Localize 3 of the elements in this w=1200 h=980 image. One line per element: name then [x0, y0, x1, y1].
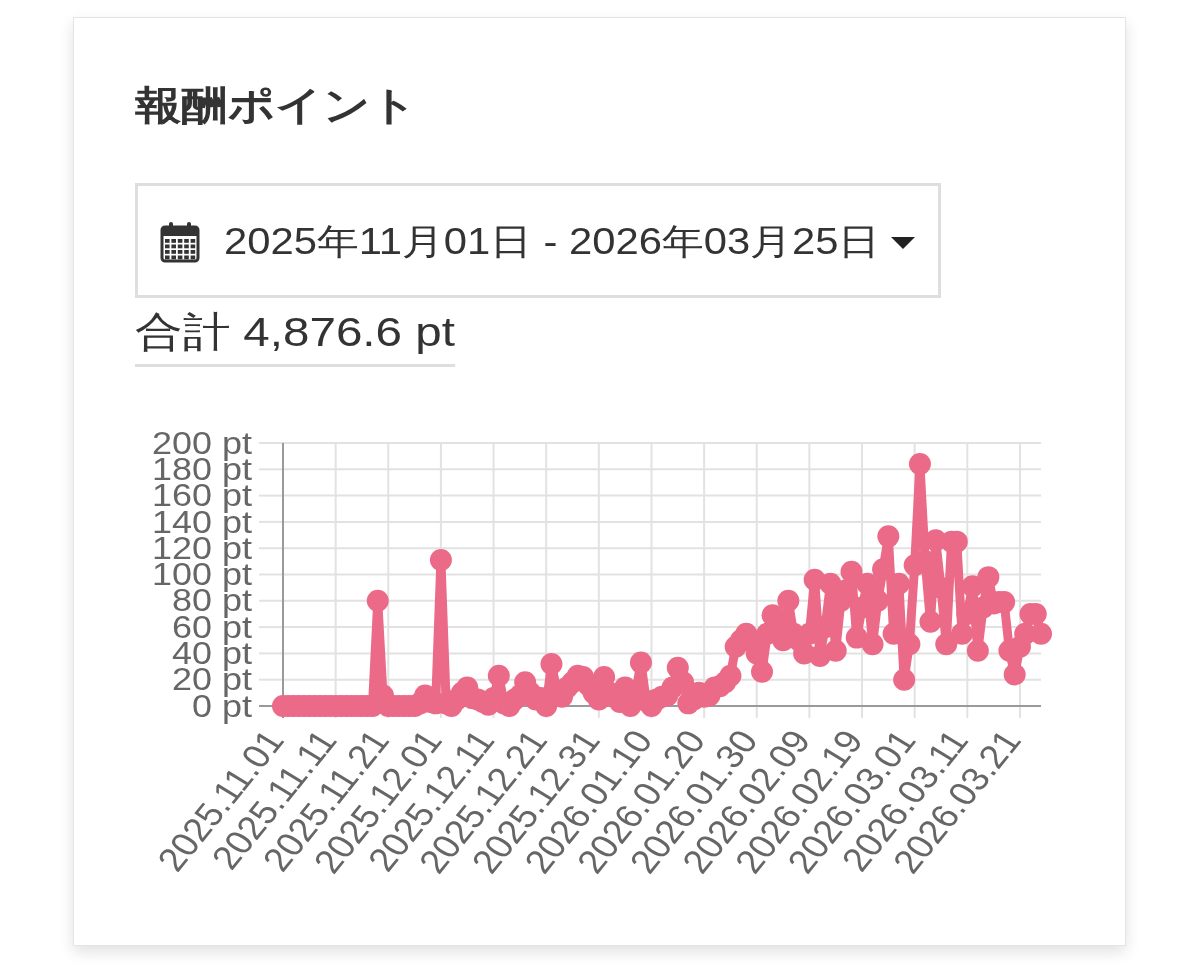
- annotation: 合計 4,876.6 pt: [135, 308, 455, 367]
- title: 報酬ポイント: [135, 82, 419, 129]
- chart-subtitle: 2025年11月01日 - 2026年03月25日: [224, 220, 881, 264]
